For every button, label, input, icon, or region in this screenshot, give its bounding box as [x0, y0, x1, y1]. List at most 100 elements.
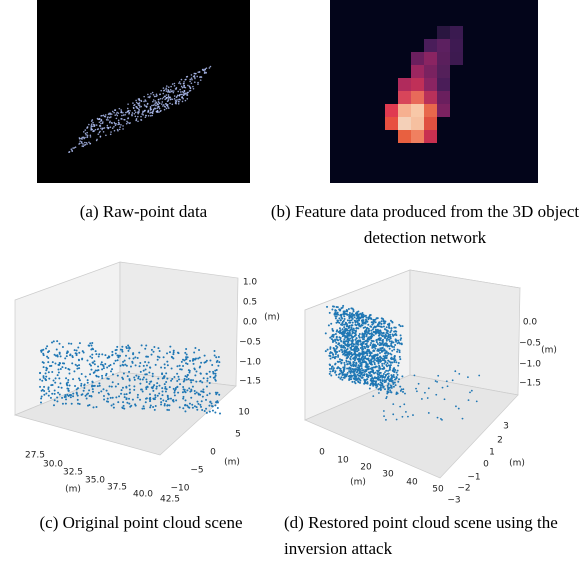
raw-point	[97, 118, 99, 120]
cloud-point	[192, 358, 194, 360]
cloud-point	[391, 357, 393, 359]
cloud-point	[393, 356, 395, 358]
cloud-point	[115, 360, 117, 362]
cloud-point	[94, 363, 96, 365]
cloud-point	[83, 387, 85, 389]
cloud-point	[54, 354, 56, 356]
raw-point	[114, 130, 116, 132]
heat-cell	[424, 104, 437, 117]
raw-point	[170, 97, 172, 99]
cloud-point	[353, 328, 355, 330]
cloud-point	[68, 372, 70, 374]
cloud-point	[56, 400, 58, 402]
figure-graphics: 27.530.032.535.037.540.042.5(m)1050−5−10…	[0, 0, 582, 561]
heat-cell	[411, 91, 424, 104]
raw-point	[185, 79, 187, 81]
cloud-point	[355, 324, 357, 326]
cloud-point	[54, 393, 56, 395]
cloud-point	[213, 350, 215, 352]
cloud-point	[209, 401, 211, 403]
cloud-point	[402, 416, 404, 418]
heat-cell	[424, 65, 437, 78]
cloud-point	[211, 402, 213, 404]
cloud-point	[56, 396, 58, 398]
raw-point	[193, 88, 195, 90]
cloud-point	[395, 361, 397, 363]
raw-point	[185, 87, 187, 89]
raw-point	[174, 83, 176, 85]
cloud-point	[98, 353, 100, 355]
cloud-point	[390, 364, 392, 366]
cloud-point	[98, 392, 100, 394]
cloud-point	[182, 407, 184, 409]
raw-point	[119, 129, 121, 131]
raw-point	[107, 116, 109, 118]
cloud-point	[186, 389, 188, 391]
cloud-point	[128, 357, 130, 359]
raw-point	[86, 132, 88, 134]
cloud-point	[179, 368, 181, 370]
cloud-point	[140, 371, 142, 373]
raw-point	[127, 117, 129, 119]
raw-point	[174, 98, 176, 100]
cloud-point	[383, 325, 385, 327]
raw-point	[197, 82, 199, 84]
cloud-point	[188, 372, 190, 374]
cloud-point	[97, 366, 99, 368]
cloud-point	[76, 353, 78, 355]
heat-cell	[437, 26, 450, 39]
cloud-point	[390, 320, 392, 322]
cloud-point	[386, 355, 388, 357]
raw-point	[91, 125, 93, 127]
raw-point	[189, 79, 191, 81]
raw-point	[143, 96, 145, 98]
cloud-point	[65, 403, 67, 405]
cloud-point	[87, 379, 89, 381]
raw-point	[132, 102, 134, 104]
cloud-point	[368, 359, 370, 361]
cloud-point	[122, 361, 124, 363]
raw-point	[99, 125, 101, 127]
axes-box-d	[305, 270, 520, 478]
cloud-point	[155, 405, 157, 407]
cloud-point	[395, 327, 397, 329]
cloud-point	[211, 364, 213, 366]
raw-point	[112, 111, 114, 113]
raw-point	[161, 101, 163, 103]
cloud-point	[74, 349, 76, 351]
raw-point	[162, 105, 164, 107]
cloud-point	[133, 376, 135, 378]
cloud-point	[93, 372, 95, 374]
cloud-point	[128, 403, 130, 405]
cloud-point	[151, 349, 153, 351]
cloud-point	[370, 379, 372, 381]
cloud-point	[81, 393, 83, 395]
cloud-point	[347, 333, 349, 335]
cloud-point	[91, 342, 93, 344]
z-tick-label: −1.0	[519, 360, 541, 370]
cloud-point	[364, 315, 366, 317]
cloud-point	[142, 379, 144, 381]
cloud-point	[377, 354, 379, 356]
raw-point	[127, 103, 129, 105]
cloud-point	[331, 366, 333, 368]
cloud-point	[366, 351, 368, 353]
cloud-point	[345, 349, 347, 351]
cloud-point	[380, 386, 382, 388]
raw-point	[164, 99, 166, 101]
cloud-point	[329, 337, 331, 339]
cloud-point	[137, 394, 139, 396]
cloud-point	[343, 353, 345, 355]
cloud-point	[127, 350, 129, 352]
cloud-point	[374, 363, 376, 365]
raw-point	[71, 150, 73, 152]
cloud-point	[113, 362, 115, 364]
cloud-point	[351, 326, 353, 328]
raw-point	[115, 123, 117, 125]
cloud-point	[370, 371, 372, 373]
cloud-point	[55, 377, 57, 379]
cloud-point	[122, 378, 124, 380]
cloud-point	[40, 351, 42, 353]
cloud-point	[116, 346, 118, 348]
heat-cell	[398, 91, 411, 104]
